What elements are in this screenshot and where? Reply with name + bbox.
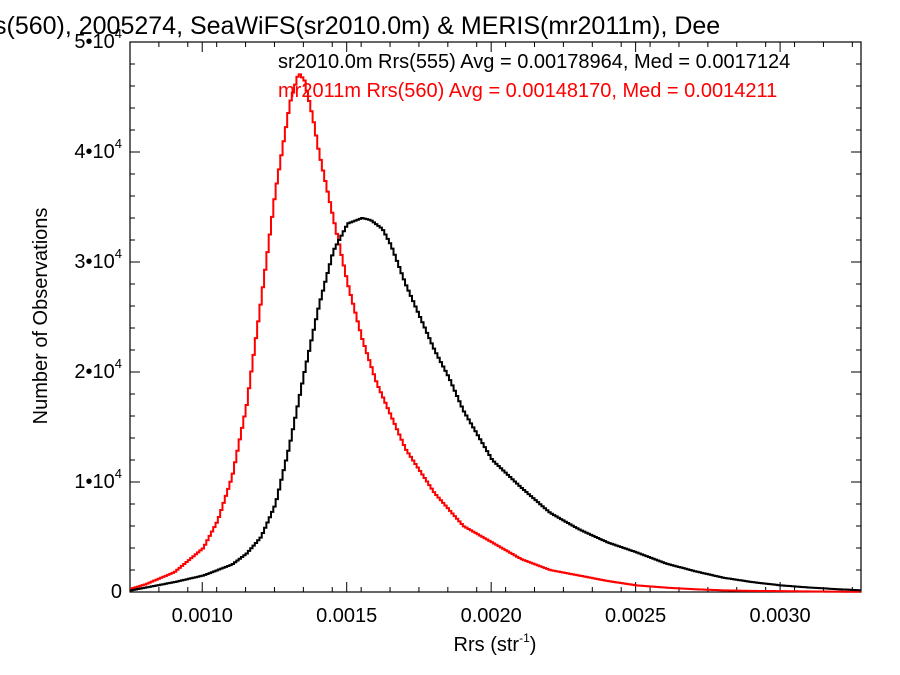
x-tick-label: 0.0025 (605, 605, 666, 627)
y-tick-label: 2•104 (74, 356, 122, 383)
series-layer (130, 73, 862, 593)
x-axis-label-close: ) (530, 634, 537, 656)
x-tick-label: 0.0020 (461, 605, 522, 627)
axis-ticks: 0.0010 0.0015 0.0020 0.0025 0.0030 0 1•104 2•10… (74, 26, 861, 627)
x-tick-label: 0.0015 (316, 605, 377, 627)
y-tick-label: 3•104 (74, 246, 122, 273)
plot-frame (129, 41, 862, 593)
y-axis-label: Number of Observations (30, 208, 52, 425)
x-axis-label-main: Rrs (str (454, 634, 520, 656)
series-line-black (130, 217, 862, 592)
y-tick-label: 1•104 (74, 466, 122, 493)
y-tick-label: 5•104 (74, 26, 122, 53)
plot-border (129, 41, 862, 593)
annotation-black: sr2010.0m Rrs(555) Avg = 0.00178964, Med… (278, 51, 790, 73)
x-axis-label-sup: -1 (519, 631, 530, 645)
x-tick-label: 0.0010 (172, 605, 233, 627)
x-tick-label: 0.0030 (750, 605, 811, 627)
annotation-red: mr2011m Rrs(560) Avg = 0.00148170, Med =… (278, 80, 777, 102)
y-tick-label: 0 (111, 581, 122, 603)
x-axis-label: Rrs (str-1) (454, 631, 537, 656)
y-tick-label: 4•104 (74, 136, 122, 163)
chart-title: s(560), 2005274, SeaWiFS(sr2010.0m) & ME… (0, 12, 720, 40)
series-line-red (130, 73, 862, 593)
